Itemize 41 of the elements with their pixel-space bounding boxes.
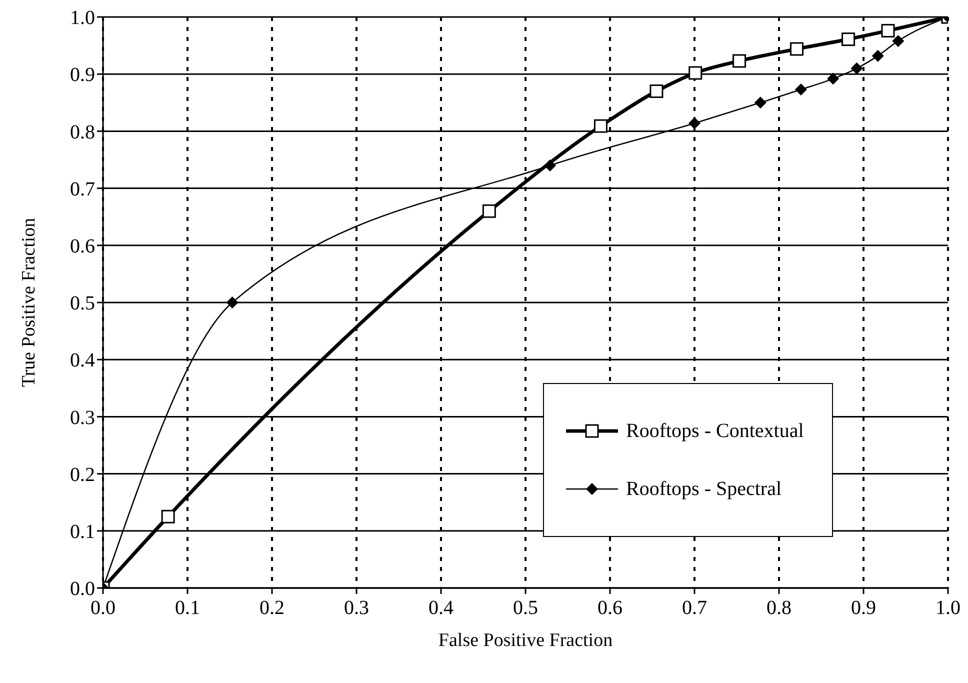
y-tick-label: 0.3 bbox=[70, 406, 95, 429]
x-tick-label: 1.0 bbox=[936, 597, 960, 620]
x-tick-label: 0.3 bbox=[344, 597, 369, 620]
point bbox=[482, 204, 496, 218]
point bbox=[732, 54, 746, 68]
x-tick-label: 0.9 bbox=[851, 597, 876, 620]
y-tick-label: 0.6 bbox=[70, 236, 95, 258]
point bbox=[754, 96, 766, 109]
x-tick-label: 0.2 bbox=[260, 597, 284, 620]
y-tick-label: 0.7 bbox=[70, 178, 95, 200]
legend-label: Rooftops - Spectral bbox=[626, 478, 782, 500]
point bbox=[872, 50, 884, 62]
point bbox=[688, 66, 702, 80]
x-axis-title: False Positive Fraction bbox=[438, 630, 614, 651]
y-tick-label: 0.9 bbox=[70, 64, 95, 86]
point bbox=[688, 117, 700, 130]
x-tick-label: 0.6 bbox=[598, 597, 622, 620]
y-tick-label: 0.2 bbox=[70, 464, 95, 486]
point bbox=[226, 296, 238, 308]
x-tick-label: 0.7 bbox=[682, 597, 707, 620]
point bbox=[650, 84, 664, 98]
y-tick-label: 0.5 bbox=[70, 292, 95, 315]
point bbox=[794, 84, 807, 96]
point bbox=[892, 34, 904, 47]
point bbox=[544, 159, 556, 172]
y-tick-label: 1.0 bbox=[70, 7, 95, 30]
x-tick-label: 0.5 bbox=[513, 597, 538, 620]
y-axis-title: True Positive Fraction bbox=[18, 217, 40, 388]
y-tick-label: 0.8 bbox=[70, 121, 95, 144]
legend-label: Rooftops - Contextual bbox=[626, 420, 804, 442]
x-tick-label: 0.8 bbox=[766, 597, 792, 620]
x-tick-label: 0.1 bbox=[175, 597, 200, 620]
y-tick-label: 0.4 bbox=[70, 350, 95, 372]
point bbox=[790, 42, 804, 56]
point bbox=[827, 72, 840, 85]
point bbox=[881, 24, 895, 38]
x-tick-label: 0.4 bbox=[428, 597, 454, 620]
y-tick-label: 0.1 bbox=[70, 521, 95, 543]
point bbox=[850, 62, 863, 74]
point bbox=[594, 119, 608, 133]
point bbox=[842, 32, 856, 46]
